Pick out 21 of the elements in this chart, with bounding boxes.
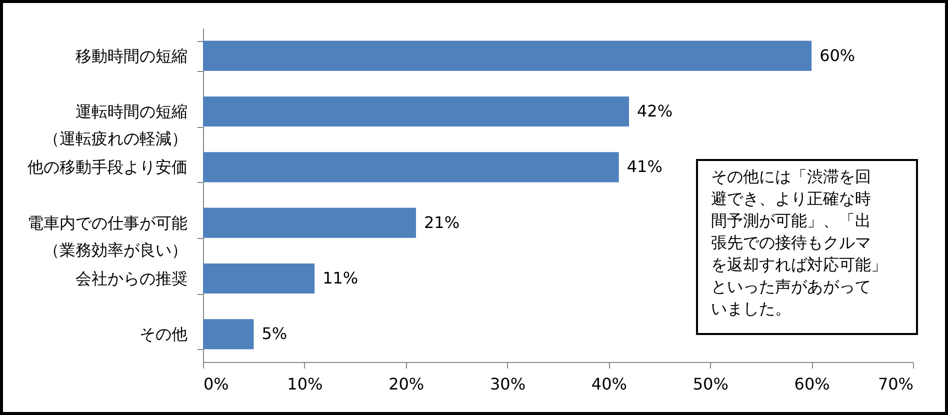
y-tick-label: 運転時間の短縮（運転疲れの軽減） <box>44 102 188 148</box>
y-tick-label: 電車内での仕事が可能（業務効率が良い） <box>28 213 188 260</box>
x-tick-label: 20% <box>388 374 424 394</box>
data-label: 21% <box>424 212 460 232</box>
x-tick-label: 10% <box>287 374 323 394</box>
x-tick-label: 0% <box>204 374 229 394</box>
x-tick-label: 30% <box>490 374 526 394</box>
x-tick-label: 40% <box>591 374 627 394</box>
y-tick-label: 移動時間の短縮 <box>76 46 188 66</box>
data-label: 11% <box>322 268 358 288</box>
data-label: 60% <box>820 46 856 65</box>
x-tick-label: 70% <box>878 374 914 394</box>
x-tick-label: 60% <box>794 374 830 394</box>
data-label: 42% <box>637 102 673 120</box>
annotation: その他には「渋滞を回避でき、より正確な時間予測が可能」、「出張先での接待もクルマを返却すれば対応可能」といった声があがっていました。 <box>711 167 887 318</box>
x-tick-label: 50% <box>692 374 728 394</box>
y-tick-label: 他の移動手段より安価 <box>28 158 188 177</box>
y-tick-label: 会社からの推奨 <box>76 269 188 288</box>
data-label: 41% <box>626 157 662 176</box>
data-label: 5% <box>262 324 288 344</box>
y-tick-label: その他 <box>140 324 188 344</box>
